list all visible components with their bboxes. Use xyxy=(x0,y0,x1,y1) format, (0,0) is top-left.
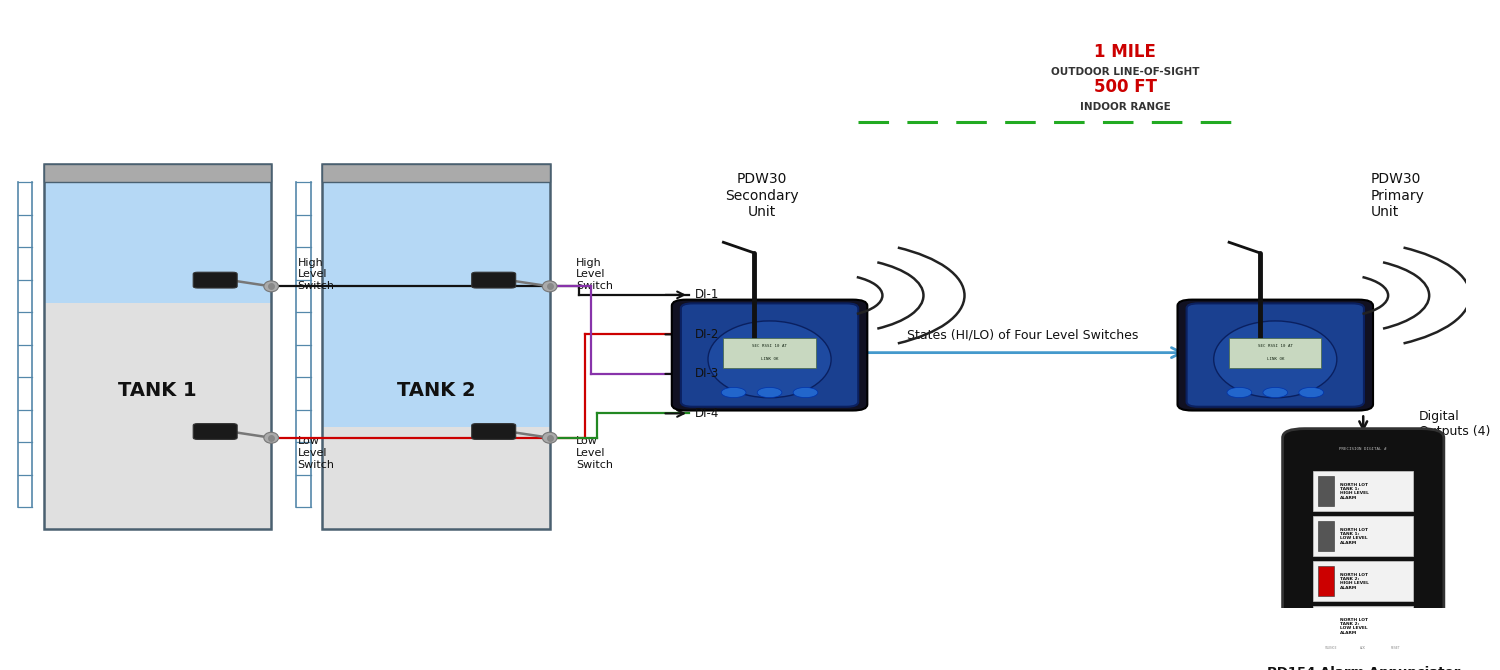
Circle shape xyxy=(1386,634,1404,642)
Bar xyxy=(1228,338,1322,368)
Text: TANK 2: TANK 2 xyxy=(398,381,476,400)
Bar xyxy=(44,164,272,529)
Ellipse shape xyxy=(264,281,279,292)
Text: DI-4: DI-4 xyxy=(694,407,718,420)
Text: DI-1: DI-1 xyxy=(694,288,718,302)
Text: 1 MILE: 1 MILE xyxy=(1094,43,1156,61)
Ellipse shape xyxy=(543,281,556,292)
Text: INDOOR RANGE: INDOOR RANGE xyxy=(1080,103,1170,113)
FancyBboxPatch shape xyxy=(681,304,858,407)
Ellipse shape xyxy=(1214,321,1336,398)
Circle shape xyxy=(794,387,818,397)
Bar xyxy=(1314,516,1413,556)
Bar xyxy=(322,164,549,529)
FancyBboxPatch shape xyxy=(1178,299,1372,411)
Text: LINK OK: LINK OK xyxy=(760,358,778,362)
Text: High
Level
Switch: High Level Switch xyxy=(297,257,334,291)
Text: SILENCE: SILENCE xyxy=(1324,646,1336,650)
Bar xyxy=(1318,611,1334,641)
Text: PDW30
Secondary
Unit: PDW30 Secondary Unit xyxy=(726,172,800,219)
Bar xyxy=(1314,606,1413,647)
Bar xyxy=(322,164,549,427)
Text: Low
Level
Switch: Low Level Switch xyxy=(297,436,334,470)
Text: NORTH LOT
TANK 2:
LOW LEVEL
ALARM: NORTH LOT TANK 2: LOW LEVEL ALARM xyxy=(1340,618,1368,634)
Circle shape xyxy=(1352,634,1376,643)
Text: PDW30
Primary
Unit: PDW30 Primary Unit xyxy=(1371,172,1425,219)
Bar xyxy=(1318,521,1334,551)
FancyBboxPatch shape xyxy=(194,272,237,288)
Text: States (HI/LO) of Four Level Switches: States (HI/LO) of Four Level Switches xyxy=(906,329,1138,342)
FancyBboxPatch shape xyxy=(44,164,272,182)
Text: NORTH LOT
TANK 2:
HIGH LEVEL
ALARM: NORTH LOT TANK 2: HIGH LEVEL ALARM xyxy=(1340,573,1368,590)
FancyBboxPatch shape xyxy=(672,299,867,411)
Circle shape xyxy=(1318,634,1342,643)
Text: SEC RSSI 10 AT: SEC RSSI 10 AT xyxy=(752,344,788,348)
Text: TANK 1: TANK 1 xyxy=(118,381,196,400)
Bar xyxy=(1314,561,1413,601)
Text: DI-2: DI-2 xyxy=(694,328,718,341)
Text: NORTH LOT
TANK 1:
HIGH LEVEL
ALARM: NORTH LOT TANK 1: HIGH LEVEL ALARM xyxy=(1340,483,1368,500)
Text: NORTH LOT
TANK 1:
LOW LEVEL
ALARM: NORTH LOT TANK 1: LOW LEVEL ALARM xyxy=(1340,528,1368,545)
Text: Digital
Outputs (4): Digital Outputs (4) xyxy=(1419,410,1491,438)
Bar xyxy=(44,164,272,303)
Circle shape xyxy=(758,387,782,397)
Bar xyxy=(44,164,272,529)
Ellipse shape xyxy=(264,432,279,444)
Bar xyxy=(322,164,549,529)
Bar xyxy=(723,338,816,368)
Ellipse shape xyxy=(543,432,556,444)
Text: 500 FT: 500 FT xyxy=(1094,78,1156,96)
Bar xyxy=(1314,471,1413,511)
Bar xyxy=(1318,476,1334,507)
FancyBboxPatch shape xyxy=(1186,304,1364,407)
Bar xyxy=(1318,566,1334,596)
Text: OUTDOOR LINE-OF-SIGHT: OUTDOOR LINE-OF-SIGHT xyxy=(1052,67,1200,77)
Circle shape xyxy=(1299,387,1323,397)
Ellipse shape xyxy=(708,321,831,398)
Text: LINK OK: LINK OK xyxy=(1266,358,1284,362)
Text: SEC RSSI 10 AT: SEC RSSI 10 AT xyxy=(1258,344,1293,348)
Text: High
Level
Switch: High Level Switch xyxy=(576,257,614,291)
FancyBboxPatch shape xyxy=(471,423,516,440)
FancyBboxPatch shape xyxy=(322,164,549,182)
Text: DI-3: DI-3 xyxy=(694,367,718,381)
FancyBboxPatch shape xyxy=(1282,429,1444,666)
Text: Low
Level
Switch: Low Level Switch xyxy=(576,436,614,470)
Text: ACK: ACK xyxy=(1360,646,1366,650)
Circle shape xyxy=(1227,387,1251,397)
FancyBboxPatch shape xyxy=(471,272,516,288)
FancyBboxPatch shape xyxy=(194,423,237,440)
Circle shape xyxy=(722,387,746,397)
Circle shape xyxy=(1263,387,1287,397)
Circle shape xyxy=(1383,634,1407,643)
Text: RESET: RESET xyxy=(1390,646,1400,650)
Text: PD154 Alarm Annunciator: PD154 Alarm Annunciator xyxy=(1266,666,1460,670)
Text: PRECISION DIGITAL #: PRECISION DIGITAL # xyxy=(1340,447,1388,451)
